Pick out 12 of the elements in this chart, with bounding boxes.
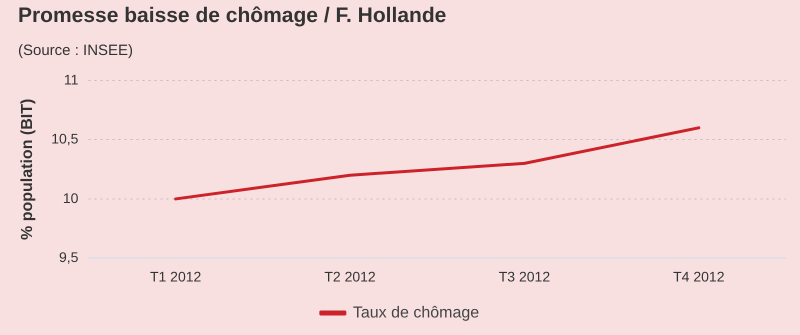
y-tick-label: 10,5 (51, 130, 79, 147)
y-tick-label: 10 (62, 190, 79, 206)
chart-title: Promesse baisse de chômage / F. Hollande (18, 4, 446, 28)
x-tick-label: T4 2012 (673, 268, 725, 284)
legend-label: Taux de chômage (352, 304, 480, 322)
y-tick-label: 9,5 (58, 249, 79, 266)
x-tick-label: T2 2012 (324, 268, 376, 284)
x-tick-label: T3 2012 (498, 268, 550, 284)
y-tick-label: 11 (64, 71, 79, 88)
x-tick-label: T1 2012 (150, 268, 202, 284)
y-axis-title: % population (BIT) (19, 98, 36, 240)
chart-subtitle: (Source : INSEE) (18, 42, 134, 59)
